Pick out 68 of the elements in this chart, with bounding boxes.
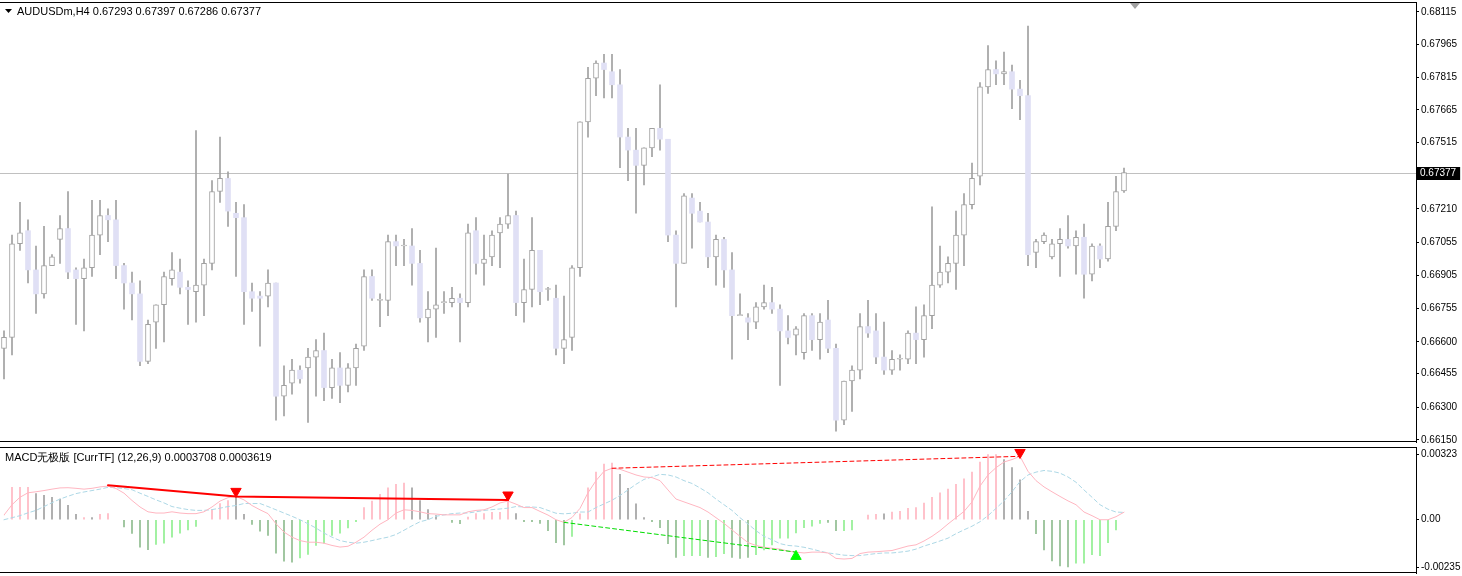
y-tick-label: 0.67965 (1421, 38, 1458, 50)
candlestick (481, 234, 487, 286)
candlestick (305, 348, 311, 423)
candlestick (393, 234, 399, 266)
candlestick (897, 354, 903, 371)
candlestick (401, 239, 407, 266)
candlestick (257, 291, 263, 347)
point (1014, 448, 1026, 459)
candlestick (561, 295, 567, 364)
candlestick (433, 247, 439, 338)
ref-line-label: 0.67377 (1420, 167, 1457, 179)
candlestick (769, 287, 775, 314)
candlestick (217, 136, 223, 203)
point (502, 491, 514, 502)
candlestick (633, 128, 639, 214)
candlestick (185, 280, 191, 325)
chart-title: AUDUSDm,H4 0.67293 0.67397 0.67286 0.67377 (15, 5, 264, 18)
candlestick (17, 202, 23, 251)
y-tick-label: 0.66150 (1421, 433, 1458, 445)
y-tick-label: 0.67665 (1421, 103, 1458, 115)
y-tick-label: 0.66300 (1421, 400, 1458, 412)
y-tick-label: 0.00323 (1421, 448, 1458, 460)
candlestick (1073, 230, 1079, 275)
candlestick (657, 84, 663, 151)
y-tick-label: 0.66755 (1421, 301, 1458, 313)
candlestick (193, 130, 199, 323)
candlestick (625, 128, 631, 181)
candlestick (521, 258, 527, 323)
y-tick-label: 0.67815 (1421, 70, 1458, 82)
candlestick (913, 306, 919, 364)
candlestick (785, 315, 791, 345)
candlestick (601, 53, 607, 99)
candlestick (929, 206, 935, 330)
candlestick (105, 208, 111, 242)
y-tick-label: -0.00235 (1421, 561, 1461, 573)
y-tick-label: 0.67055 (1421, 236, 1458, 248)
candlestick (865, 300, 871, 338)
candlestick (505, 173, 511, 229)
y-tick-label: 0.67210 (1421, 202, 1458, 214)
chart-title: MACD无极版 [CurrTF] (12,26,9) 0.0003708 0.0003619 (3, 451, 274, 464)
y-tick-label: 0.66455 (1421, 367, 1458, 379)
candlestick (1001, 51, 1007, 86)
y-tick-label: 0.66905 (1421, 269, 1458, 281)
candlestick (1017, 80, 1023, 120)
candlestick (1057, 228, 1063, 277)
candlestick (281, 365, 287, 417)
candlestick (457, 293, 463, 343)
candlestick (73, 267, 79, 325)
y-tick-label: 0.67515 (1421, 136, 1458, 148)
y-tick-label: 0.68115 (1421, 5, 1457, 17)
candlestick (57, 215, 63, 264)
point (230, 487, 242, 498)
line-series (3, 470, 1125, 557)
candlestick (81, 258, 87, 332)
y-tick-label: 0.66600 (1421, 335, 1458, 347)
point (790, 549, 802, 560)
candlestick (761, 284, 767, 310)
candlestick (313, 339, 319, 397)
candlestick (993, 60, 999, 86)
candlestick (233, 202, 239, 277)
candlestick (1065, 215, 1071, 249)
candlestick (849, 365, 855, 412)
candlestick (745, 313, 751, 340)
candlestick (497, 217, 503, 269)
candlestick (425, 291, 431, 343)
candlestick (129, 271, 135, 321)
candlestick (881, 321, 887, 375)
y-tick-label: 0.00 (1421, 513, 1441, 525)
